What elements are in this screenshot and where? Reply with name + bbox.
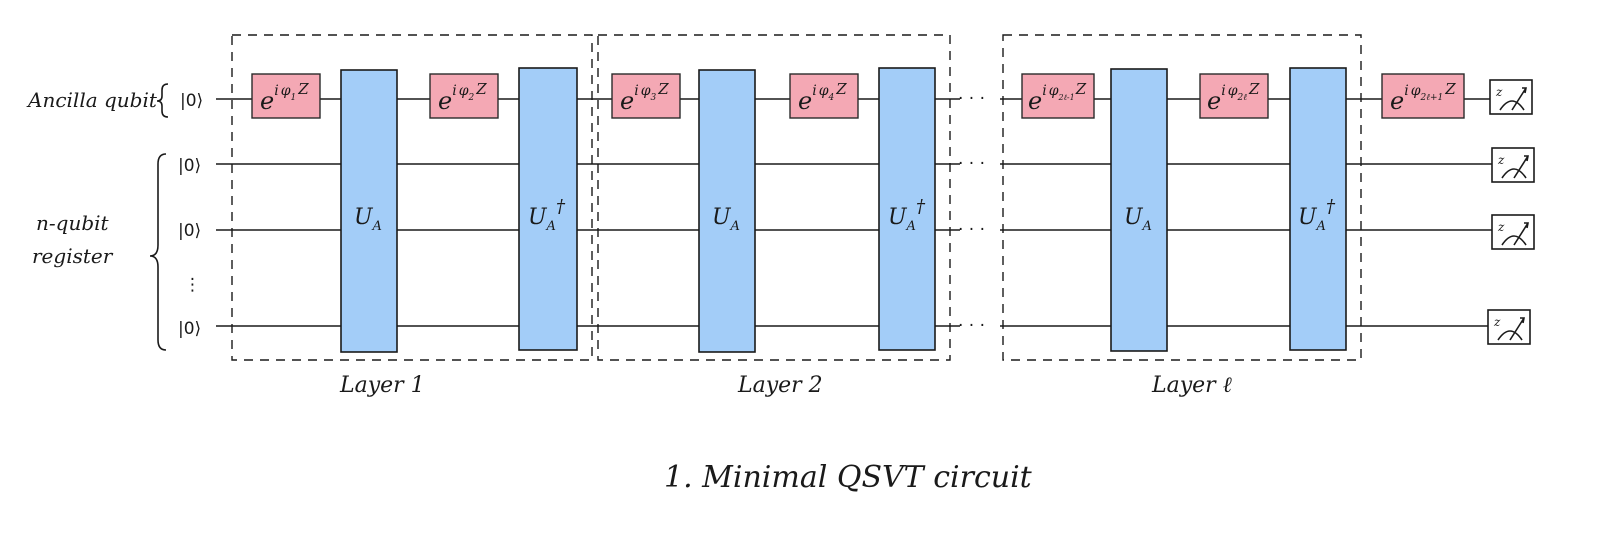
layer-l-box xyxy=(1002,34,1362,361)
phase-gate-1: ei φ1 Z xyxy=(251,73,321,119)
phase-gate-2l-minus-1: ei φ2ℓ-1Z xyxy=(1021,73,1095,119)
measurement-basis-label: z xyxy=(1497,153,1505,167)
ancilla-brace xyxy=(156,83,169,118)
layer-1-box xyxy=(231,34,593,361)
unitary-gate-ua-dagger-layer-l: UA† xyxy=(1289,67,1347,351)
measurement-register-last: z xyxy=(1487,309,1531,345)
register-ket-1: |0⟩ xyxy=(178,156,201,176)
phase-gate-2: ei φ2 Z xyxy=(429,73,499,119)
phase-gate-2l-plus-1: ei φ2ℓ+1 Z xyxy=(1381,73,1465,119)
unitary-gate-ua-dagger-layer-1: UA† xyxy=(518,67,578,351)
ancilla-ket: |0⟩ xyxy=(180,91,203,111)
measurement-basis-label: z xyxy=(1495,85,1503,99)
phase-gate-2l: ei φ2ℓ Z xyxy=(1199,73,1269,119)
svg-text:UA†: UA† xyxy=(1298,196,1336,234)
unitary-gate-ua-layer-l: UA xyxy=(1110,68,1168,352)
ellipsis-register-last: · · · xyxy=(958,316,985,336)
ellipsis-register-2: · · · xyxy=(958,220,985,240)
svg-text:UA†: UA† xyxy=(528,196,566,234)
unitary-gate-ua-dagger-layer-2: UA† xyxy=(878,67,936,351)
meter-icon xyxy=(1501,222,1529,246)
register-brace xyxy=(149,153,167,351)
register-vdots: ⋮ xyxy=(184,275,201,295)
measurement-basis-label: z xyxy=(1497,220,1505,234)
phase-gate-3: ei φ3 Z xyxy=(611,73,681,119)
meter-icon xyxy=(1501,155,1529,179)
ellipsis-ancilla: · · · xyxy=(958,89,985,109)
figure-caption: 1. Minimal QSVT circuit xyxy=(664,460,1033,495)
measurement-ancilla: z xyxy=(1489,79,1533,115)
register-label-line2: register xyxy=(32,244,114,268)
register-ket-last: |0⟩ xyxy=(178,319,201,339)
measurement-register-2: z xyxy=(1491,214,1535,250)
measurement-register-1: z xyxy=(1491,147,1535,183)
unitary-gate-ua-layer-2: UA xyxy=(698,69,756,353)
svg-text:UA: UA xyxy=(712,205,740,234)
layer-1-label: Layer 1 xyxy=(339,373,425,398)
phase-gate-4: ei φ4 Z xyxy=(789,73,859,119)
measurement-basis-label: z xyxy=(1493,315,1501,329)
svg-text:UA: UA xyxy=(1124,205,1152,234)
layer-2-label: Layer 2 xyxy=(737,373,823,398)
meter-icon xyxy=(1499,87,1527,111)
unitary-gate-ua-layer-1: UA xyxy=(340,69,398,353)
meter-icon xyxy=(1497,317,1525,341)
svg-text:UA: UA xyxy=(354,205,382,234)
register-ket-2: |0⟩ xyxy=(178,221,201,241)
layer-2-box xyxy=(597,34,951,361)
layer-l-label: Layer ℓ xyxy=(1151,373,1233,398)
register-label-line1: n-qubit xyxy=(36,211,110,235)
ellipsis-register-1: · · · xyxy=(958,154,985,174)
ancilla-qubit-label: Ancilla qubit xyxy=(26,88,158,112)
svg-text:UA†: UA† xyxy=(888,196,926,234)
